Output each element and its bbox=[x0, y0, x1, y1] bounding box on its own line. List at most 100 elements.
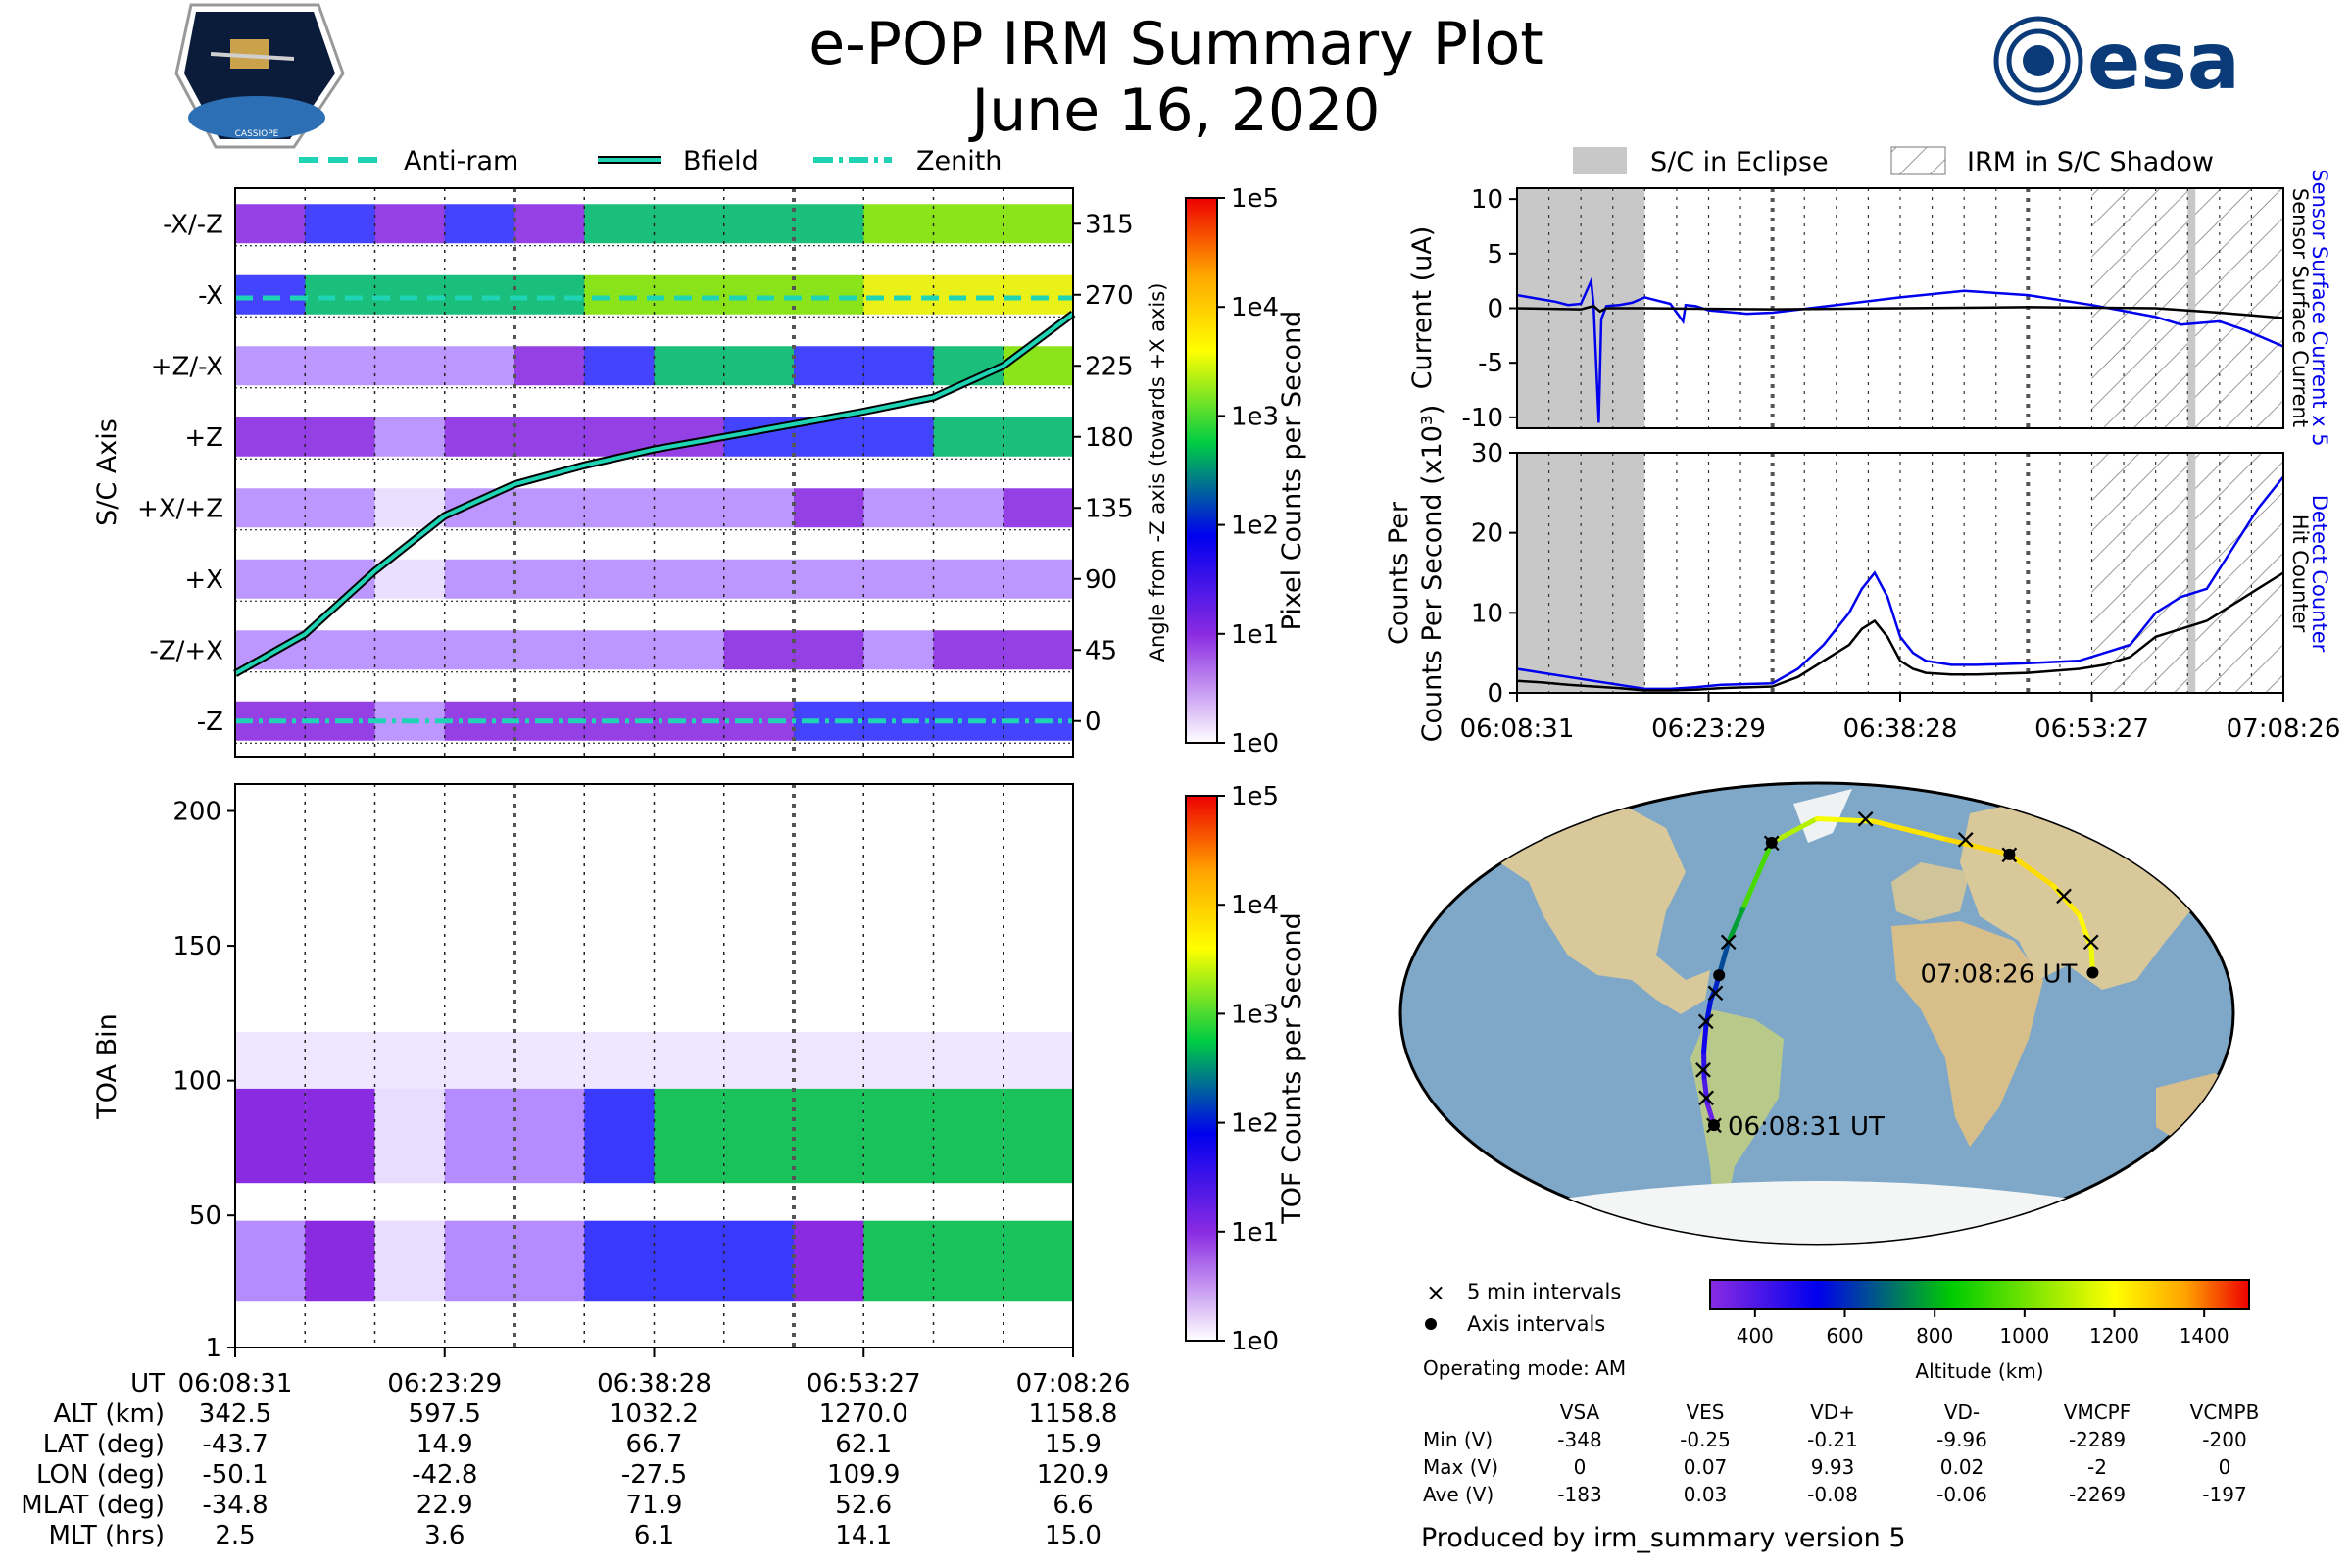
track-segment bbox=[2006, 852, 2056, 888]
sc-heat-cell bbox=[235, 204, 306, 244]
voltage-row-label: Min (V) bbox=[1423, 1428, 1493, 1451]
cassiope-logo-text: CASSIOPE bbox=[235, 129, 279, 139]
toa-band-lower bbox=[723, 1220, 795, 1302]
sc-heat-cell bbox=[305, 274, 375, 315]
sc-axis-right-label: Angle from -Z axis (towards +X axis) bbox=[1146, 283, 1169, 662]
sc-heat-cell bbox=[1003, 488, 1074, 528]
toa-band-upper bbox=[723, 1088, 795, 1184]
sc-heat-cell bbox=[863, 416, 934, 457]
toa-band-lower bbox=[933, 1220, 1004, 1302]
table-cell: -42.8 bbox=[412, 1460, 477, 1490]
toa-ytick-label: 150 bbox=[172, 932, 221, 961]
table-cell: 120.9 bbox=[1037, 1460, 1109, 1490]
toa-band-lower bbox=[794, 1220, 864, 1302]
ytick-label: -10 bbox=[1462, 404, 1503, 433]
sc-heat-cell bbox=[933, 559, 1004, 599]
five-min-mark: × bbox=[1691, 1053, 1714, 1085]
counts-panel: 0 10 20 30 06:08:31 06:23:29 06:38:28 06:53:27… bbox=[1384, 405, 2340, 744]
sc-heat-cell bbox=[1003, 346, 1074, 386]
table-cell: -27.5 bbox=[621, 1460, 687, 1490]
toa-band-lower bbox=[444, 1220, 515, 1302]
sc-heat-cell bbox=[863, 559, 934, 599]
sc-heat-cell bbox=[723, 559, 795, 599]
toa-band-upper bbox=[235, 1088, 306, 1184]
sc-heat-cell bbox=[514, 416, 585, 457]
sc-heat-cell bbox=[933, 416, 1004, 457]
voltage-row-label: Ave (V) bbox=[1423, 1483, 1494, 1506]
table-row-label: UT bbox=[130, 1369, 165, 1398]
sc-heat-cell bbox=[444, 204, 515, 244]
track-segment bbox=[1943, 836, 2012, 858]
altitude-tick-label: 1400 bbox=[2180, 1324, 2230, 1348]
current-right-blue: Sensor Surface Current x 5 bbox=[2308, 169, 2331, 446]
five-min-icon: × bbox=[1426, 1279, 1446, 1306]
table-cell: 52.6 bbox=[835, 1491, 892, 1520]
table-cell: 06:08:31 bbox=[178, 1369, 293, 1398]
voltage-row-label: Max (V) bbox=[1423, 1455, 1498, 1479]
sc-heat-cell bbox=[444, 630, 515, 670]
toa-ytick-label: 200 bbox=[172, 798, 221, 827]
sc-heat-cell bbox=[1003, 274, 1074, 315]
sc-row-label: +Z/-X bbox=[151, 352, 223, 381]
table-cell: 06:53:27 bbox=[807, 1369, 921, 1398]
footer-note: Produced by irm_summary version 5 bbox=[1421, 1523, 1906, 1553]
pixel-colorbar: 1e0 1e1 1e2 1e3 1e4 1e5 Pixel Counts per Seco… bbox=[1185, 184, 1307, 759]
voltage-cell: -197 bbox=[2202, 1483, 2246, 1506]
voltage-cell: 0.07 bbox=[1684, 1455, 1728, 1479]
table-cell: 6.1 bbox=[634, 1521, 674, 1550]
table-cell: 1270.0 bbox=[819, 1399, 908, 1429]
bfield-line bbox=[234, 312, 1075, 676]
toa-band-lower bbox=[374, 1220, 446, 1302]
ground-track-map: ×××××××××××× 06:08:31 UT 07:08:26 UT bbox=[1398, 781, 2235, 1246]
sc-heat-cell bbox=[305, 630, 375, 670]
sc-heat-cell bbox=[235, 346, 306, 386]
sc-heat-cell bbox=[863, 204, 934, 244]
counts-ylabel-1: Counts Per bbox=[1384, 501, 1414, 645]
sc-row-label: -Z/+X bbox=[149, 636, 223, 665]
ytick-label: -5 bbox=[1478, 349, 1503, 378]
sc-heat-cell bbox=[374, 630, 446, 670]
cassiope-logo: CASSIOPE bbox=[174, 3, 345, 149]
legend-top: Anti-ram Bfield Zenith bbox=[299, 146, 1002, 176]
table-cell: 22.9 bbox=[416, 1491, 473, 1520]
table-cell: 07:08:26 bbox=[1016, 1369, 1131, 1398]
series-line bbox=[1516, 571, 2284, 692]
sc-heat-cell bbox=[235, 488, 306, 528]
current-panel: -10 -5 0 5 10 Current (uA) Sensor Surface Cu… bbox=[1407, 169, 2331, 446]
toa-band-lower bbox=[584, 1220, 655, 1302]
table-cell: 15.0 bbox=[1045, 1521, 1102, 1550]
track-segment bbox=[1741, 840, 1775, 908]
colorbar-tick-label: 1e5 bbox=[1231, 184, 1279, 214]
voltage-cell: -2 bbox=[2087, 1455, 2107, 1479]
sc-heat-cell bbox=[444, 274, 515, 315]
toa-band-lower bbox=[305, 1220, 375, 1302]
ytick-label: 10 bbox=[1471, 185, 1503, 215]
sc-heat-cell bbox=[584, 559, 655, 599]
sc-row-label: -X bbox=[198, 281, 223, 311]
current-ylabel: Current (uA) bbox=[1407, 226, 1438, 390]
sc-heat-cell bbox=[794, 630, 864, 670]
altitude-tick-label: 1000 bbox=[1999, 1324, 2049, 1348]
esa-logo: esa bbox=[1993, 16, 2240, 107]
xtick-label: 06:53:27 bbox=[2034, 714, 2149, 744]
table-cell: 62.1 bbox=[835, 1430, 892, 1459]
voltage-cell: -0.06 bbox=[1936, 1483, 1987, 1506]
track-segment bbox=[1701, 1074, 1710, 1105]
sc-right-tick-label: 180 bbox=[1085, 423, 1134, 453]
xtick-label: 06:38:28 bbox=[1843, 714, 1958, 744]
sc-heat-cell bbox=[584, 204, 655, 244]
sc-axis-ylabel: S/C Axis bbox=[92, 418, 122, 526]
colorbar-tick-label: 1e3 bbox=[1231, 402, 1279, 431]
toa-band-lower bbox=[514, 1220, 585, 1302]
table-cell: 15.9 bbox=[1045, 1430, 1102, 1459]
sc-heat-cell bbox=[514, 488, 585, 528]
table-cell: -50.1 bbox=[202, 1460, 268, 1490]
voltage-cell: -0.08 bbox=[1807, 1483, 1858, 1506]
sc-row-label: -Z bbox=[197, 708, 223, 737]
sc-heat-cell bbox=[794, 204, 864, 244]
esa-logo-text: esa bbox=[2087, 16, 2240, 107]
legend-antiram: Anti-ram bbox=[404, 146, 518, 176]
eclipse-sliver bbox=[2187, 453, 2196, 693]
five-min-mark: × bbox=[1854, 803, 1877, 835]
sc-heat-cell bbox=[444, 559, 515, 599]
